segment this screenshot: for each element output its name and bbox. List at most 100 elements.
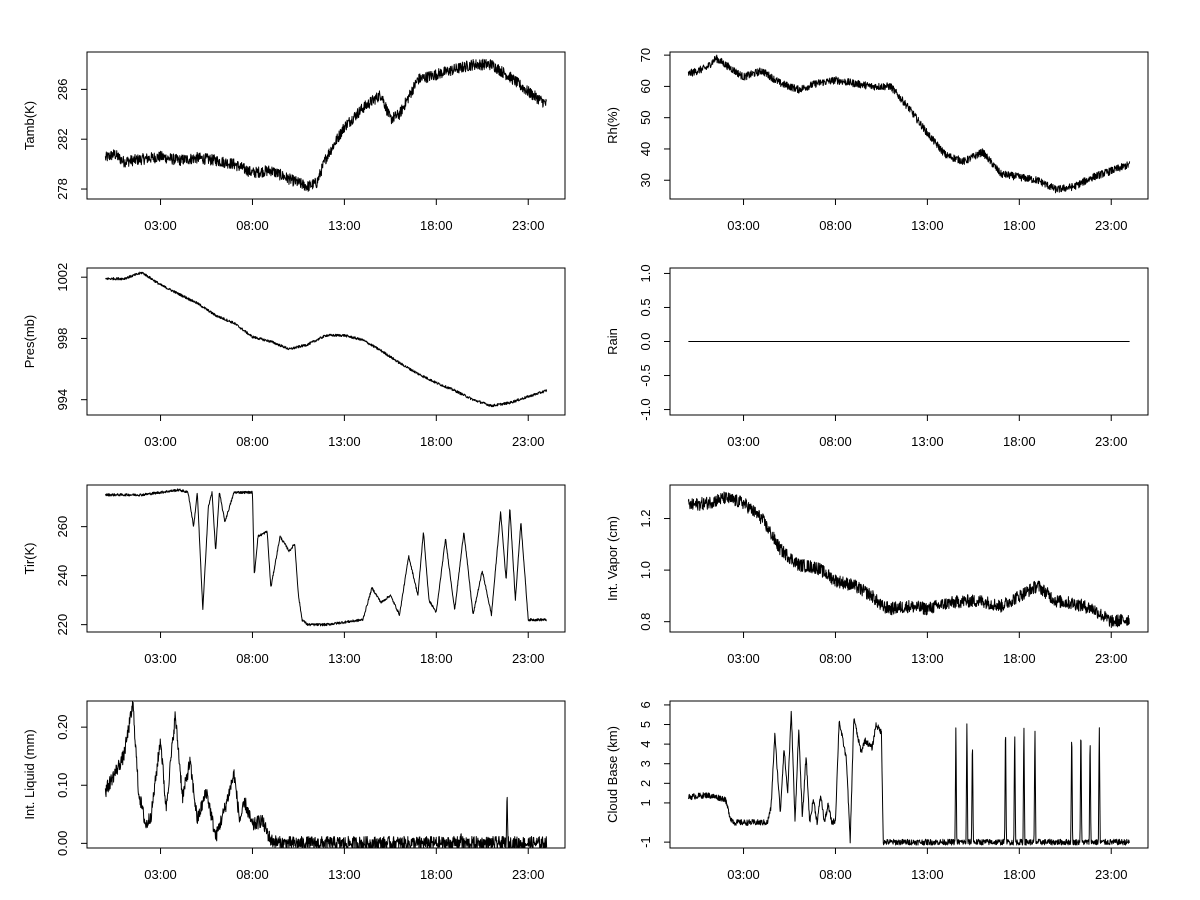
plot-frame [86,267,566,416]
y-tick-label: 260 [55,516,70,538]
y-axis-label: Rain [605,328,620,355]
x-tick-label: 03:00 [727,867,760,882]
x-tick-label: 13:00 [911,651,944,666]
x-tick-label: 13:00 [911,218,944,233]
plot-frame [86,51,566,200]
panel-8: 03:00 08:00 13:00 18:00 23:00 -1 1 2 3 4 5 6 Cloud B… [605,700,1149,882]
y-axis-label: Tir(K) [22,542,37,574]
x-tick-label: 13:00 [328,218,361,233]
y-tick-label: 994 [55,389,70,411]
x-tick-label: 13:00 [328,651,361,666]
y-tick-label: 0.10 [55,773,70,798]
x-tick-label: 03:00 [727,434,760,449]
x-tick-label: 03:00 [727,218,760,233]
x-tick-label: 23:00 [1095,434,1128,449]
y-tick-label: 4 [638,741,653,748]
y-tick-label: -1 [638,836,653,848]
x-tick-label: 18:00 [420,651,453,666]
y-tick-label: -0.5 [638,364,653,386]
x-tick-label: 18:00 [1003,867,1036,882]
x-tick-label: 23:00 [512,218,545,233]
y-tick-label: 2 [638,780,653,787]
x-tick-label: 23:00 [512,651,545,666]
x-tick-label: 18:00 [1003,218,1036,233]
x-tick-label: 08:00 [236,218,269,233]
x-tick-label: 08:00 [819,218,852,233]
x-tick-label: 23:00 [1095,651,1128,666]
x-tick-label: 23:00 [512,434,545,449]
panel-6: 03:00 08:00 13:00 18:00 23:00 0.8 1.0 1.2 Int. V… [605,484,1149,666]
y-tick-label: 6 [638,701,653,708]
y-axis-label: Rh(%) [605,107,620,144]
y-tick-label: 1.0 [638,561,653,579]
x-tick-label: 03:00 [144,434,177,449]
y-tick-label: 282 [55,128,70,150]
x-tick-label: 13:00 [911,867,944,882]
y-tick-label: 1002 [55,263,70,292]
y-axis-label: Tamb(K) [22,101,37,150]
x-tick-label: 03:00 [144,651,177,666]
x-tick-label: 08:00 [236,867,269,882]
y-tick-label: 220 [55,614,70,636]
y-tick-label: 70 [638,48,653,62]
panel-5: 03:00 08:00 13:00 18:00 23:00 220 240 260 Tir(K) [22,484,566,666]
x-tick-label: 23:00 [512,867,545,882]
y-tick-label: 1.2 [638,509,653,527]
y-tick-label: 5 [638,721,653,728]
y-tick-label: -1.0 [638,398,653,420]
y-axis-label: Int. Liquid (mm) [22,729,37,819]
y-tick-label: 50 [638,110,653,124]
y-tick-label: 0.0 [638,332,653,350]
y-tick-label: 0.00 [55,831,70,856]
y-tick-label: 998 [55,328,70,350]
y-tick-label: 240 [55,565,70,587]
x-tick-label: 08:00 [236,651,269,666]
x-tick-label: 08:00 [819,651,852,666]
x-tick-label: 18:00 [1003,434,1036,449]
x-tick-label: 18:00 [420,867,453,882]
x-tick-label: 23:00 [1095,218,1128,233]
y-axis-label: Int. Vapor (cm) [605,516,620,601]
plot-frame [86,700,566,849]
series-line-1 [105,271,548,408]
panel-7: 03:00 08:00 13:00 18:00 23:00 0.00 0.10 0.20 Int… [22,700,566,882]
y-tick-label: 0.5 [638,298,653,316]
series-line-1 [104,488,547,627]
x-tick-label: 18:00 [1003,651,1036,666]
x-tick-label: 03:00 [144,218,177,233]
x-tick-label: 03:00 [144,867,177,882]
x-tick-label: 13:00 [328,434,361,449]
plot-frame [669,484,1149,633]
y-tick-label: 286 [55,79,70,101]
y-tick-label: 278 [55,178,70,200]
plot-frame [669,51,1149,200]
y-tick-label: 60 [638,79,653,93]
series-line-1 [687,54,1131,194]
y-tick-label: 3 [638,760,653,767]
x-tick-label: 08:00 [819,867,852,882]
y-axis-label: Pres(mb) [22,315,37,368]
y-tick-label: 1 [638,799,653,806]
y-tick-label: 1.0 [638,264,653,282]
series-line-1 [104,58,547,192]
x-tick-label: 03:00 [727,651,760,666]
panel-2: 03:00 08:00 13:00 18:00 23:00 30 40 50 60 70 Rh(%) [605,48,1149,233]
panel-1: 03:00 08:00 13:00 18:00 23:00 278 282 286 Tamb(K… [22,51,566,233]
x-tick-label: 23:00 [1095,867,1128,882]
x-tick-label: 08:00 [819,434,852,449]
panel-3: 03:00 08:00 13:00 18:00 23:00 994 998 1002 Pres(… [22,263,566,449]
x-tick-label: 13:00 [328,867,361,882]
x-tick-label: 18:00 [420,218,453,233]
series-line-1 [687,710,1131,846]
plot-frame [669,700,1149,849]
y-tick-label: 0.8 [638,613,653,631]
plot-frame [86,484,566,633]
panels: 03:00 08:00 13:00 18:00 23:00 278 282 286 Tamb(K… [22,48,1149,882]
y-axis-label: Cloud Base (km) [605,726,620,823]
panel-4: 03:00 08:00 13:00 18:00 23:00 -1.0 -0.5 0.0 0.5 1… [605,264,1149,449]
x-tick-label: 13:00 [911,434,944,449]
y-tick-label: 40 [638,142,653,156]
y-tick-label: 30 [638,173,653,187]
